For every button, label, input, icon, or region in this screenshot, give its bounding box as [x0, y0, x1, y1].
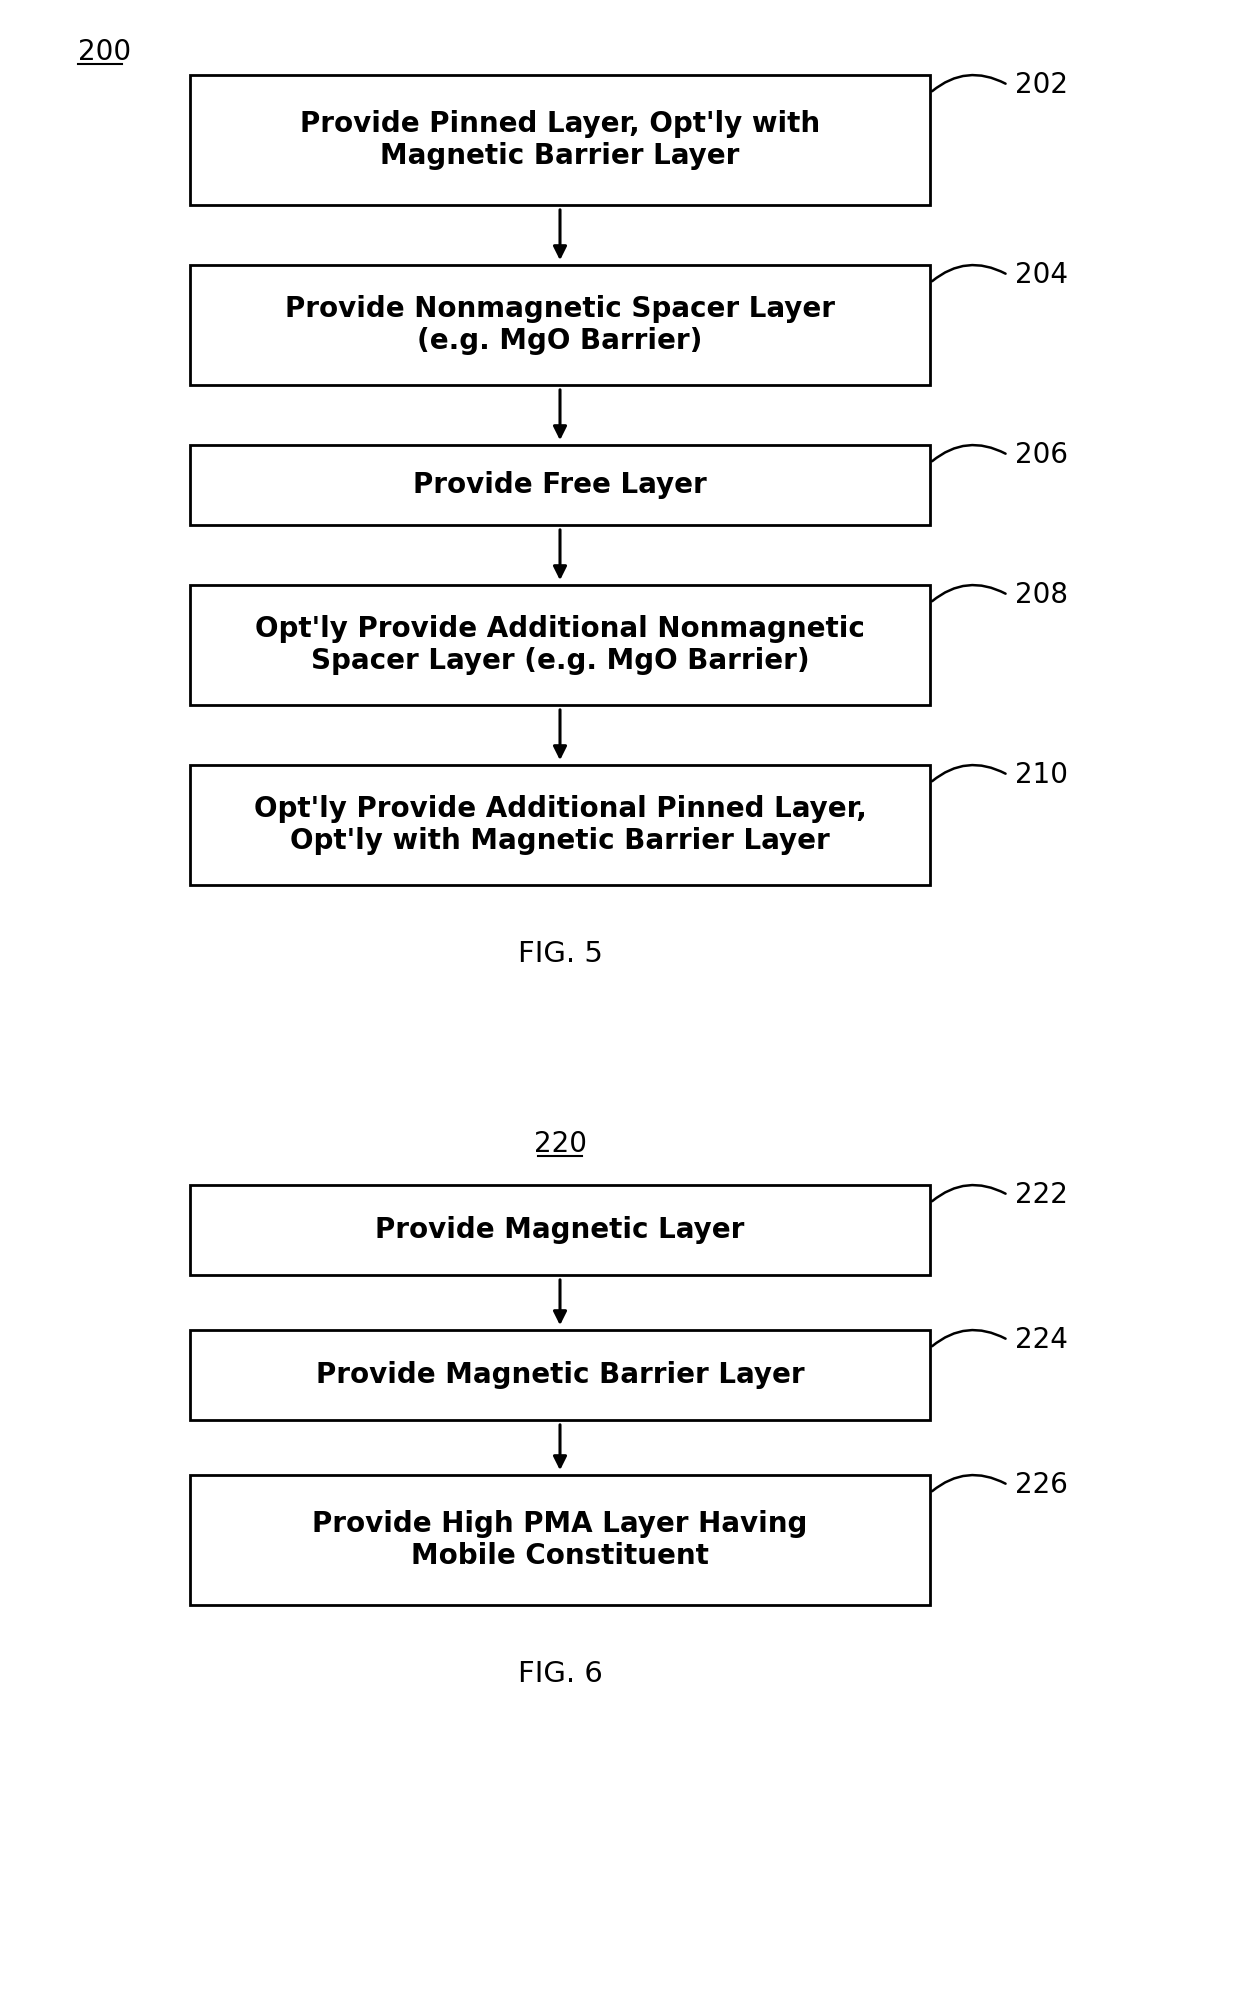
Text: 202: 202 — [1016, 70, 1068, 98]
Text: Provide Magnetic Barrier Layer: Provide Magnetic Barrier Layer — [316, 1360, 805, 1388]
FancyBboxPatch shape — [190, 264, 930, 385]
Text: 200: 200 — [78, 38, 131, 66]
Text: Opt'ly Provide Additional Pinned Layer,: Opt'ly Provide Additional Pinned Layer, — [253, 795, 867, 823]
Text: Mobile Constituent: Mobile Constituent — [412, 1542, 709, 1570]
Text: Spacer Layer (e.g. MgO Barrier): Spacer Layer (e.g. MgO Barrier) — [311, 647, 810, 675]
Text: FIG. 6: FIG. 6 — [517, 1660, 603, 1689]
Text: 208: 208 — [1016, 581, 1068, 609]
Text: Magnetic Barrier Layer: Magnetic Barrier Layer — [381, 142, 740, 170]
FancyBboxPatch shape — [190, 1330, 930, 1420]
FancyBboxPatch shape — [190, 1186, 930, 1276]
Text: 206: 206 — [1016, 441, 1068, 469]
Text: Opt'ly with Magnetic Barrier Layer: Opt'ly with Magnetic Barrier Layer — [290, 827, 830, 855]
FancyBboxPatch shape — [190, 74, 930, 204]
FancyBboxPatch shape — [190, 1474, 930, 1604]
FancyBboxPatch shape — [190, 765, 930, 885]
Text: FIG. 5: FIG. 5 — [517, 939, 603, 967]
Text: 210: 210 — [1016, 761, 1068, 789]
FancyBboxPatch shape — [190, 585, 930, 705]
Text: 226: 226 — [1016, 1470, 1068, 1498]
Text: 224: 224 — [1016, 1326, 1068, 1354]
FancyBboxPatch shape — [190, 445, 930, 525]
Text: 220: 220 — [533, 1130, 587, 1158]
Text: Provide High PMA Layer Having: Provide High PMA Layer Having — [312, 1510, 807, 1538]
Text: Provide Nonmagnetic Spacer Layer: Provide Nonmagnetic Spacer Layer — [285, 294, 835, 322]
Text: (e.g. MgO Barrier): (e.g. MgO Barrier) — [418, 326, 703, 355]
Text: 204: 204 — [1016, 260, 1068, 288]
Text: Opt'ly Provide Additional Nonmagnetic: Opt'ly Provide Additional Nonmagnetic — [255, 615, 866, 643]
Text: Provide Pinned Layer, Opt'ly with: Provide Pinned Layer, Opt'ly with — [300, 110, 820, 138]
Text: Provide Magnetic Layer: Provide Magnetic Layer — [376, 1216, 745, 1244]
Text: 222: 222 — [1016, 1182, 1068, 1210]
Text: Provide Free Layer: Provide Free Layer — [413, 471, 707, 499]
